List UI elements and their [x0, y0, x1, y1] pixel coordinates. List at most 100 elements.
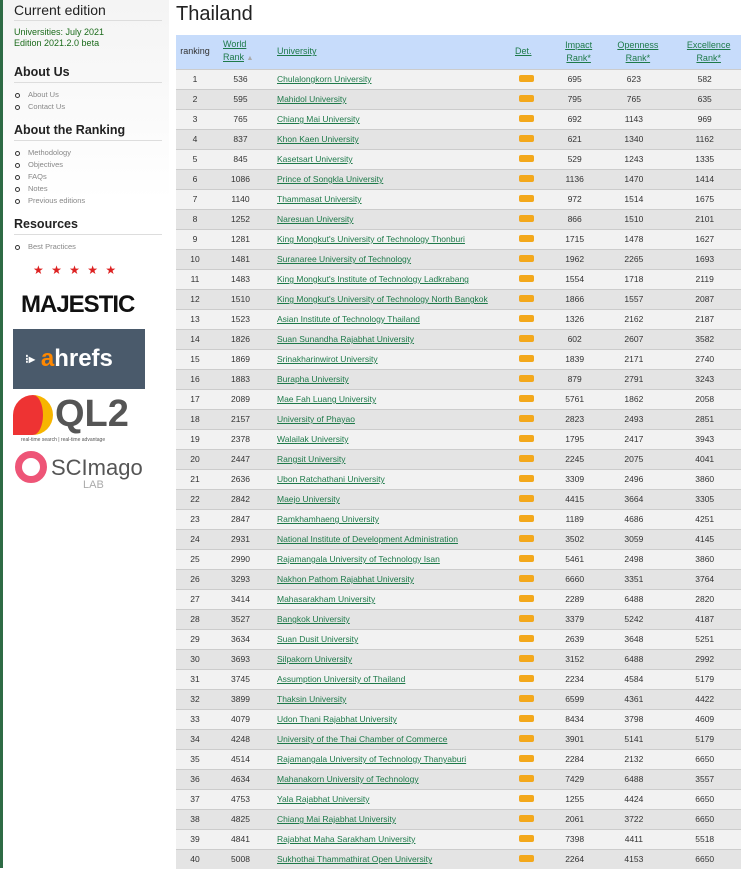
details-button[interactable]	[519, 95, 534, 102]
details-button[interactable]	[519, 515, 534, 522]
university-link[interactable]: Mahanakorn University of Technology	[277, 774, 419, 784]
university-link[interactable]: Rajamangala University of Technology Isa…	[277, 554, 440, 564]
university-link[interactable]: Prince of Songkla University	[277, 174, 384, 184]
university-link[interactable]: Chulalongkorn University	[277, 74, 372, 84]
majestic-logo[interactable]: ★ ★ ★ ★ ★ MAJESTIC	[21, 263, 135, 318]
university-link[interactable]: Thammasat University	[277, 194, 362, 204]
details-button[interactable]	[519, 715, 534, 722]
details-button[interactable]	[519, 455, 534, 462]
details-button[interactable]	[519, 555, 534, 562]
details-button[interactable]	[519, 735, 534, 742]
university-link[interactable]: Bangkok University	[277, 614, 350, 624]
university-link[interactable]: Nakhon Pathom Rajabhat University	[277, 574, 415, 584]
details-button[interactable]	[519, 795, 534, 802]
university-link[interactable]: Burapha University	[277, 374, 349, 384]
university-link[interactable]: Thaksin University	[277, 694, 347, 704]
details-button[interactable]	[519, 135, 534, 142]
details-button[interactable]	[519, 855, 534, 863]
details-button[interactable]	[519, 275, 534, 282]
details-button[interactable]	[519, 195, 534, 202]
details-button[interactable]	[519, 755, 534, 762]
details-button[interactable]	[519, 295, 534, 302]
university-link[interactable]: Maejo University	[277, 494, 340, 504]
details-button[interactable]	[519, 575, 534, 582]
header-impact[interactable]: Impact Rank*	[550, 35, 599, 69]
details-button[interactable]	[519, 635, 534, 642]
university-link[interactable]: King Mongkut's University of Technology …	[277, 234, 465, 244]
university-link[interactable]: Mahasarakham University	[277, 594, 376, 604]
university-link[interactable]: Mae Fah Luang University	[277, 394, 377, 404]
sidebar-link[interactable]: Objectives	[14, 159, 169, 171]
details-button[interactable]	[519, 655, 534, 662]
details-button[interactable]	[519, 355, 534, 362]
details-button[interactable]	[519, 595, 534, 602]
details-button[interactable]	[519, 675, 534, 682]
university-link[interactable]: Khon Kaen University	[277, 134, 359, 144]
header-excellence[interactable]: Excellence Rank*	[668, 35, 741, 69]
details-button[interactable]	[519, 255, 534, 262]
university-link[interactable]: Suranaree University of Technology	[277, 254, 412, 264]
details-button[interactable]	[519, 175, 534, 182]
university-link[interactable]: University of the Thai Chamber of Commer…	[277, 734, 448, 744]
details-button[interactable]	[519, 835, 534, 842]
sidebar-link[interactable]: Methodology	[14, 147, 169, 159]
details-button[interactable]	[519, 115, 534, 122]
university-link[interactable]: Rangsit University	[277, 454, 346, 464]
sidebar-link[interactable]: FAQs	[14, 171, 169, 183]
university-link[interactable]: Rajabhat Maha Sarakham University	[277, 834, 416, 844]
university-link[interactable]: Ramkhamhaeng University	[277, 514, 380, 524]
university-link[interactable]: King Mongkut's Institute of Technology L…	[277, 274, 469, 284]
university-link[interactable]: Sukhothai Thammathirat Open University	[277, 854, 433, 865]
header-world-rank[interactable]: World Rank ▲	[214, 35, 277, 69]
sidebar-link[interactable]: Previous editions	[14, 195, 169, 207]
details-button[interactable]	[519, 235, 534, 242]
details-button[interactable]	[519, 475, 534, 482]
openness-link-2[interactable]: Rank*	[625, 52, 651, 63]
university-link[interactable]: Silpakorn University	[277, 654, 353, 664]
university-link[interactable]: King Mongkut's University of Technology …	[277, 294, 488, 304]
university-link[interactable]: Chiang Mai University	[277, 114, 360, 124]
det-sort-link[interactable]: Det.	[515, 46, 532, 57]
details-button[interactable]	[519, 395, 534, 402]
sidebar-link[interactable]: Contact Us	[14, 101, 169, 113]
sidebar-link[interactable]: Notes	[14, 183, 169, 195]
university-link[interactable]: Udon Thani Rajabhat University	[277, 714, 397, 724]
ql2-logo[interactable]: QL2 real-time search | real-time advanta…	[13, 393, 169, 445]
details-button[interactable]	[519, 695, 534, 702]
header-openness[interactable]: Openness Rank*	[599, 35, 668, 69]
university-link[interactable]: Chiang Mai Rajabhat University	[277, 814, 397, 824]
university-link[interactable]: Naresuan University	[277, 214, 354, 224]
world-rank-link-1[interactable]: World	[223, 39, 247, 50]
details-button[interactable]	[519, 75, 534, 82]
university-link[interactable]: Yala Rajabhat University	[277, 794, 370, 804]
sidebar-link[interactable]: Best Practices	[14, 241, 169, 253]
details-button[interactable]	[519, 375, 534, 382]
university-link[interactable]: Walailak University	[277, 434, 349, 444]
openness-link-1[interactable]: Openness	[617, 39, 659, 50]
details-button[interactable]	[519, 155, 534, 162]
details-button[interactable]	[519, 775, 534, 782]
details-button[interactable]	[519, 215, 534, 222]
details-button[interactable]	[519, 615, 534, 622]
details-button[interactable]	[519, 495, 534, 502]
university-sort-link[interactable]: University	[277, 46, 317, 57]
university-link[interactable]: University of Phayao	[277, 414, 355, 424]
details-button[interactable]	[519, 535, 534, 542]
details-button[interactable]	[519, 435, 534, 442]
university-link[interactable]: Suan Sunandha Rajabhat University	[277, 334, 415, 344]
university-link[interactable]: Assumption University of Thailand	[277, 674, 406, 684]
excellence-link-2[interactable]: Rank*	[696, 52, 721, 63]
excellence-link-1[interactable]: Excellence	[686, 39, 731, 50]
university-link[interactable]: Rajamangala University of Technology Tha…	[277, 754, 467, 764]
university-link[interactable]: Mahidol University	[277, 94, 347, 104]
university-link[interactable]: Ubon Ratchathani University	[277, 474, 385, 484]
details-button[interactable]	[519, 335, 534, 342]
impact-link-1[interactable]: Impact	[565, 39, 593, 50]
header-det[interactable]: Det.	[515, 35, 550, 69]
scimago-logo[interactable]: SCImago LAB	[13, 449, 169, 493]
details-button[interactable]	[519, 815, 534, 822]
university-link[interactable]: Srinakharinwirot University	[277, 354, 378, 364]
university-link[interactable]: Suan Dusit University	[277, 634, 359, 644]
header-university[interactable]: University	[277, 35, 515, 69]
impact-link-2[interactable]: Rank*	[566, 52, 591, 63]
